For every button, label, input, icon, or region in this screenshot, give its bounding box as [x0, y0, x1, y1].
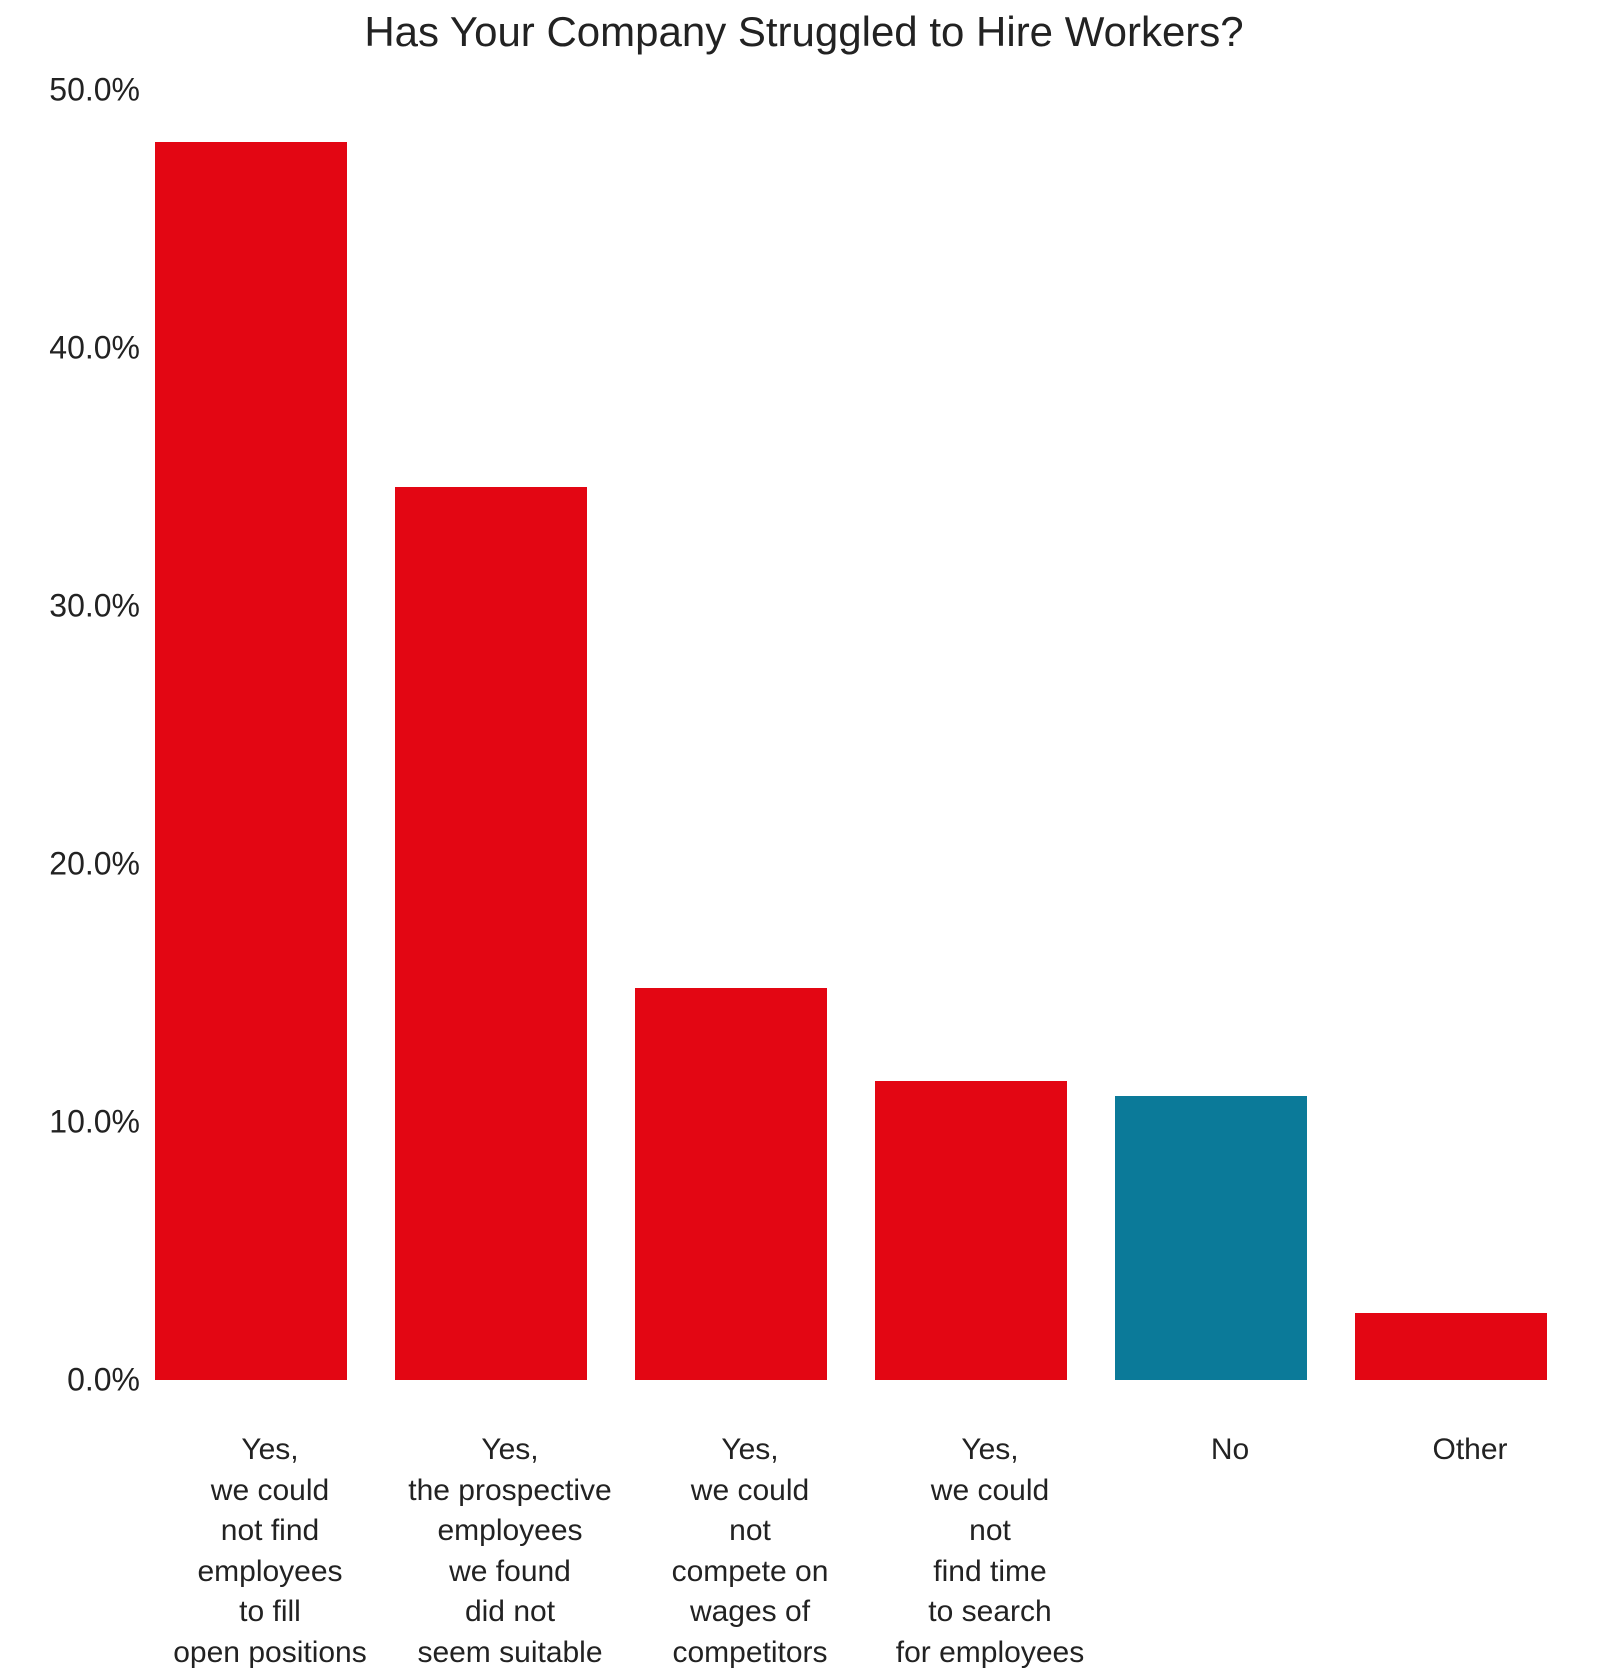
bar [395, 487, 587, 1380]
x-category-label: Yes, we could not find time to search fo… [870, 1430, 1110, 1673]
x-category-label: Yes, we could not find employees to fill… [150, 1430, 390, 1673]
bar [635, 988, 827, 1380]
y-tick-label: 20.0% [0, 846, 140, 883]
x-category-label: Other [1350, 1430, 1590, 1471]
bar [155, 142, 347, 1380]
x-category-label: Yes, the prospective employees we found … [390, 1430, 630, 1673]
plot-area [150, 90, 1590, 1380]
y-tick-label: 40.0% [0, 330, 140, 367]
x-category-label: No [1110, 1430, 1350, 1471]
bar [875, 1081, 1067, 1380]
y-tick-label: 10.0% [0, 1104, 140, 1141]
y-tick-label: 0.0% [0, 1362, 140, 1399]
x-category-label: Yes, we could not compete on wages of co… [630, 1430, 870, 1673]
chart-title: Has Your Company Struggled to Hire Worke… [0, 8, 1608, 56]
y-tick-label: 50.0% [0, 72, 140, 109]
hiring-struggle-bar-chart: Has Your Company Struggled to Hire Worke… [0, 0, 1608, 1680]
bar [1115, 1096, 1307, 1380]
y-tick-label: 30.0% [0, 588, 140, 625]
bar [1355, 1313, 1547, 1380]
